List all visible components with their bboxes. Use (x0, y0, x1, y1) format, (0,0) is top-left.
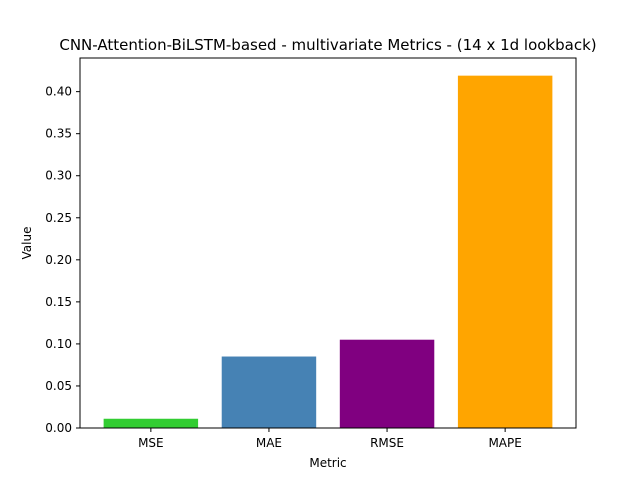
y-tick-label: 0.05 (45, 379, 72, 393)
y-tick-label: 0.15 (45, 295, 72, 309)
x-axis-ticks: MSE MAE RMSE MAPE (138, 428, 522, 450)
y-tick-label: 0.10 (45, 337, 72, 351)
y-tick-label: 0.35 (45, 127, 72, 141)
plot-frame (79, 57, 577, 429)
y-axis-label: Value (20, 227, 34, 260)
x-tick-label: MAE (256, 436, 282, 450)
bar-mape (457, 75, 553, 428)
chart-title: CNN-Attention-BiLSTM-based - multivariat… (59, 36, 596, 54)
bars-group (103, 75, 553, 428)
x-axis-label: Metric (309, 456, 346, 470)
bar-mae (221, 356, 317, 428)
y-tick-label: 0.40 (45, 85, 72, 99)
y-tick-label: 0.30 (45, 169, 72, 183)
y-axis-ticks: 0.00 0.05 0.10 0.15 0.20 0.25 0.30 0.35 0.40 (45, 85, 80, 435)
y-tick-label: 0.25 (45, 211, 72, 225)
x-tick-label: MAPE (488, 436, 521, 450)
bar-mse (103, 418, 199, 428)
y-tick-label: 0.00 (45, 421, 72, 435)
x-tick-label: RMSE (370, 436, 404, 450)
y-tick-label: 0.20 (45, 253, 72, 267)
x-tick-label: MSE (138, 436, 164, 450)
bar-rmse (339, 339, 435, 428)
